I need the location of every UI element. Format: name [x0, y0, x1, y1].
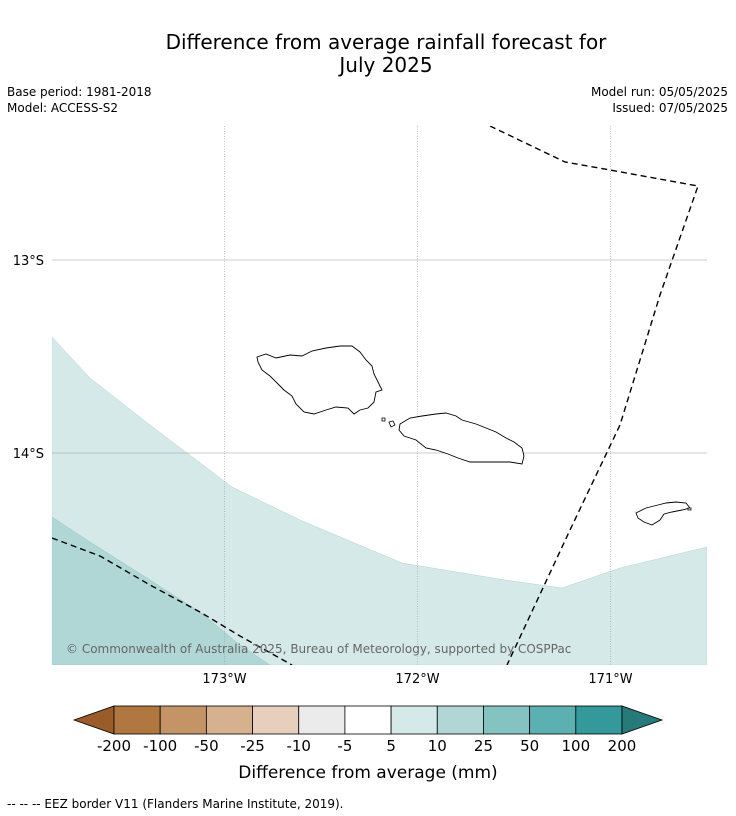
meta-left: Base period: 1981-2018 Model: ACCESS-S2: [7, 84, 152, 116]
colorbar-tick-label: 25: [474, 737, 493, 755]
colorbar-tick-label: -200: [97, 737, 131, 755]
colorbar-bin: [390, 705, 438, 735]
colorbar-label: Difference from average (mm): [238, 763, 497, 783]
colorbar-bin: [529, 705, 577, 735]
model-name: Model: ACCESS-S2: [7, 101, 119, 115]
lat-label-14s: 14°S: [13, 447, 44, 462]
colorbar-bin: [205, 705, 253, 735]
title-line-1: Difference from average rainfall forecas…: [165, 30, 607, 54]
title-line-2: July 2025: [339, 53, 433, 77]
colorbar-tick-label: 10: [428, 737, 447, 755]
map-area: © Commonwealth of Australia 2025, Bureau…: [52, 126, 707, 665]
colorbar-tick-label: -10: [286, 737, 311, 755]
colorbar-bin: [436, 705, 484, 735]
colorbar-bin: [113, 705, 161, 735]
lon-label-173w: 173°W: [202, 672, 246, 687]
anomaly-region-5-10: [52, 336, 707, 665]
colorbar-tick-label: -5: [337, 737, 352, 755]
colorbar: -200 -100 -50 -25 -10 -5 5 10 25 50 100 200: [72, 705, 664, 755]
colorbar-bin: [575, 705, 623, 735]
apolima-island: [381, 417, 386, 422]
colorbar-bin: [344, 705, 392, 735]
copyright-text: © Commonwealth of Australia 2025, Bureau…: [66, 642, 571, 656]
base-period: Base period: 1981-2018: [7, 85, 152, 99]
model-run: Model run: 05/05/2025: [590, 85, 728, 99]
lat-label-13s: 13°S: [13, 254, 44, 269]
colorbar-tick-label: 5: [386, 737, 396, 755]
lon-label-171w: 171°W: [588, 672, 632, 687]
savaii-island: [256, 345, 383, 415]
meta-right: Model run: 05/05/2025 Issued: 07/05/2025: [591, 84, 728, 116]
colorbar-tick-label: 200: [608, 737, 637, 755]
graticule: [52, 126, 707, 665]
colorbar-extend-high: [621, 705, 664, 735]
tutuila-island: [635, 501, 691, 526]
colorbar-tick-label: 50: [520, 737, 539, 755]
colorbar-bin: [483, 705, 531, 735]
colorbar-bin: [252, 705, 300, 735]
colorbar-tick-label: -50: [194, 737, 219, 755]
eez-border-samoa: [489, 126, 699, 665]
map-title: Difference from average rainfall forecas…: [0, 31, 736, 77]
footnote: -- -- -- EEZ border V11 (Flanders Marine…: [7, 797, 344, 811]
eez-border-southwest: [52, 537, 293, 665]
colorbar-tick-label: -25: [240, 737, 265, 755]
colorbar-extend-low: [72, 705, 115, 735]
aunuu-island: [687, 507, 692, 511]
colorbar-tick-label: -100: [143, 737, 177, 755]
lon-label-172w: 172°W: [395, 672, 439, 687]
upolu-island: [398, 412, 525, 465]
colorbar-tick-label: 100: [561, 737, 590, 755]
colorbar-bin: [298, 705, 346, 735]
issued-date: Issued: 07/05/2025: [612, 101, 728, 115]
manono-island: [388, 420, 396, 428]
colorbar-bin: [159, 705, 207, 735]
